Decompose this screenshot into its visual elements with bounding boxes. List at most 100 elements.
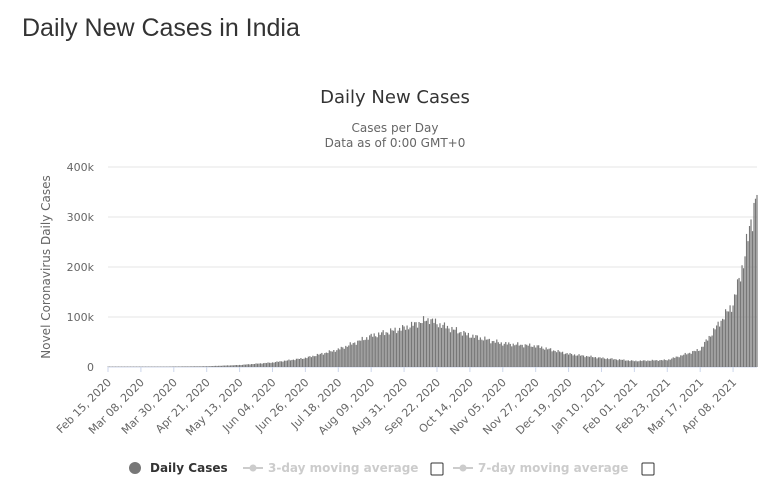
bar[interactable] [717, 321, 719, 367]
bar[interactable] [440, 327, 443, 367]
legend-item-7-day[interactable]: 7-day moving average [478, 461, 628, 475]
bar[interactable] [563, 354, 565, 367]
bar[interactable] [578, 354, 580, 367]
bar[interactable] [748, 226, 751, 367]
bar[interactable] [559, 351, 561, 367]
bar[interactable] [570, 353, 573, 367]
bar[interactable] [612, 359, 615, 367]
bar[interactable] [399, 327, 401, 367]
bar[interactable] [268, 362, 271, 367]
bar[interactable] [358, 340, 360, 367]
bar[interactable] [744, 256, 746, 367]
bar[interactable] [491, 341, 493, 367]
bar[interactable] [590, 355, 592, 367]
bar[interactable] [443, 322, 446, 367]
bar[interactable] [520, 344, 522, 367]
bar[interactable] [219, 365, 221, 367]
bar[interactable] [227, 365, 229, 367]
bar[interactable] [707, 340, 709, 367]
bar[interactable] [316, 353, 318, 367]
bar[interactable] [433, 322, 435, 367]
bar[interactable] [641, 360, 643, 367]
bar[interactable] [372, 336, 374, 367]
bar[interactable] [469, 337, 471, 367]
bar[interactable] [488, 338, 490, 367]
bar[interactable] [195, 366, 197, 367]
circle-icon[interactable] [129, 462, 141, 474]
bar[interactable] [360, 340, 362, 367]
bar[interactable] [745, 233, 748, 367]
bar[interactable] [603, 358, 606, 367]
bar[interactable] [566, 353, 568, 367]
bar[interactable] [352, 342, 354, 367]
bar[interactable] [363, 340, 365, 367]
bar[interactable] [276, 361, 278, 367]
bar[interactable] [687, 353, 689, 367]
bar[interactable] [473, 337, 475, 367]
bar[interactable] [704, 341, 706, 367]
bar[interactable] [256, 363, 259, 367]
bar[interactable] [307, 356, 309, 367]
bar[interactable] [288, 359, 290, 367]
bar[interactable] [194, 366, 196, 367]
bar[interactable] [472, 334, 474, 367]
bar[interactable] [209, 366, 211, 367]
bar[interactable] [294, 360, 296, 367]
bar[interactable] [412, 325, 414, 367]
bar[interactable] [376, 337, 378, 367]
bar[interactable] [324, 353, 326, 367]
bar[interactable] [581, 355, 583, 367]
bar[interactable] [388, 334, 390, 367]
bar[interactable] [754, 198, 757, 367]
bar[interactable] [185, 366, 187, 367]
bar[interactable] [297, 358, 299, 367]
bar[interactable] [741, 265, 743, 367]
bar[interactable] [454, 329, 456, 367]
bar[interactable] [271, 362, 274, 367]
bar[interactable] [690, 353, 692, 367]
bar[interactable] [657, 360, 659, 367]
bar[interactable] [385, 332, 387, 367]
bar[interactable] [716, 325, 718, 367]
bar[interactable] [437, 327, 440, 367]
bar[interactable] [237, 365, 239, 367]
bar[interactable] [364, 339, 366, 367]
bar[interactable] [677, 356, 679, 367]
bar[interactable] [550, 348, 552, 367]
bar[interactable] [224, 365, 226, 367]
bar[interactable] [532, 346, 534, 367]
bar[interactable] [508, 342, 510, 367]
bar[interactable] [608, 359, 610, 367]
bar[interactable] [494, 342, 496, 367]
bar[interactable] [280, 361, 283, 367]
bar[interactable] [400, 330, 402, 367]
bar[interactable] [309, 356, 311, 367]
bar[interactable] [632, 360, 634, 367]
bar[interactable] [584, 357, 586, 367]
bar[interactable] [189, 366, 191, 367]
bar[interactable] [529, 343, 531, 367]
bar[interactable] [265, 363, 268, 367]
bar[interactable] [409, 327, 411, 367]
bar[interactable] [669, 359, 671, 367]
bar[interactable] [255, 363, 257, 367]
bar[interactable] [207, 366, 209, 367]
bar[interactable] [723, 319, 725, 367]
bar[interactable] [663, 359, 665, 367]
bar[interactable] [247, 364, 250, 367]
bar[interactable] [493, 340, 495, 367]
bar[interactable] [674, 357, 676, 367]
bar[interactable] [654, 360, 656, 367]
bar[interactable] [448, 328, 450, 367]
bar[interactable] [535, 347, 537, 367]
7-day-checkbox[interactable] [641, 462, 655, 476]
bar[interactable] [355, 344, 357, 367]
bar[interactable] [485, 339, 487, 367]
bar[interactable] [602, 357, 604, 367]
bar[interactable] [236, 365, 238, 367]
bar[interactable] [384, 335, 386, 367]
bar[interactable] [188, 366, 190, 367]
bar[interactable] [659, 360, 661, 367]
bar[interactable] [541, 346, 543, 367]
bar[interactable] [418, 322, 420, 367]
